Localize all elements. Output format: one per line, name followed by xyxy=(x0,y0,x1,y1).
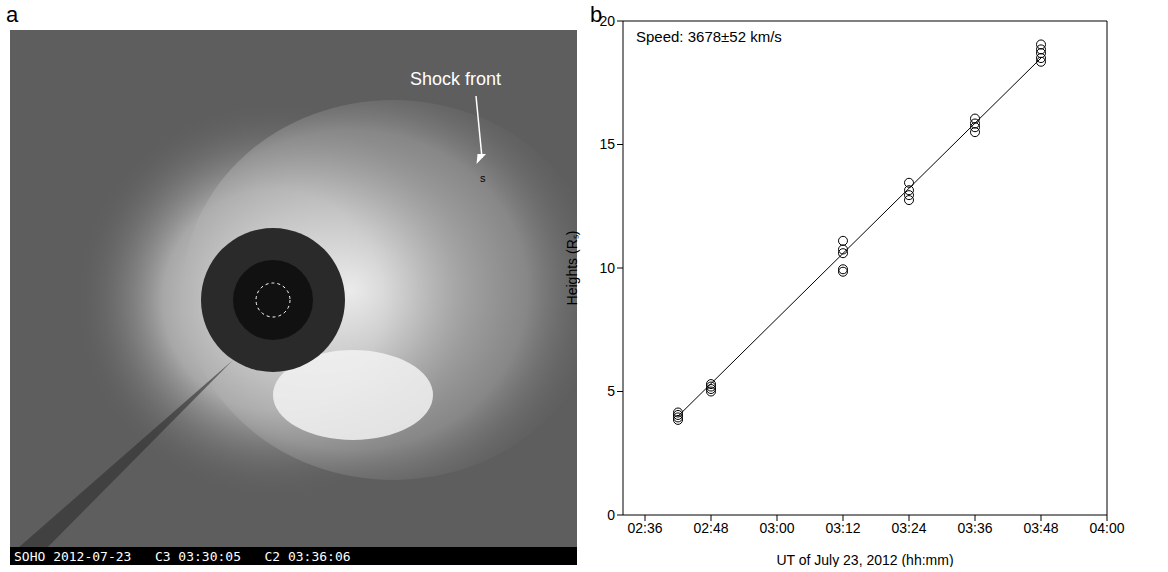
svg-text:UT of July 23, 2012 (hh:mm): UT of July 23, 2012 (hh:mm) xyxy=(776,552,953,567)
svg-text:03:00: 03:00 xyxy=(759,520,794,536)
svg-text:5: 5 xyxy=(607,383,615,399)
html-text:Speed: 3678±52 km/s: Speed: 3678±52 km/s xyxy=(636,28,782,45)
html-text:a: a xyxy=(6,2,19,27)
svg-text:02:48: 02:48 xyxy=(693,520,728,536)
svg-text:Shock front: Shock front xyxy=(410,69,501,89)
svg-text:15: 15 xyxy=(599,136,615,152)
svg-text:SOHO 2012-07-23 C3 03:30:05: SOHO 2012-07-23 C3 03:30:05 C2 03:36:06 xyxy=(14,549,351,564)
svg-text:Heights (Rₛ): Heights (Rₛ) xyxy=(564,231,580,306)
svg-text:0: 0 xyxy=(607,507,615,523)
svg-text:02:36: 02:36 xyxy=(627,520,662,536)
svg-text:10: 10 xyxy=(599,260,615,276)
svg-text:04:00: 04:00 xyxy=(1089,520,1124,536)
svg-text:03:12: 03:12 xyxy=(825,520,860,536)
svg-text:03:36: 03:36 xyxy=(957,520,992,536)
svg-text:03:48: 03:48 xyxy=(1023,520,1058,536)
svg-text:s: s xyxy=(480,172,486,184)
svg-text:03:24: 03:24 xyxy=(891,520,926,536)
svg-text:20: 20 xyxy=(599,13,615,29)
html-text:b: b xyxy=(590,2,603,27)
